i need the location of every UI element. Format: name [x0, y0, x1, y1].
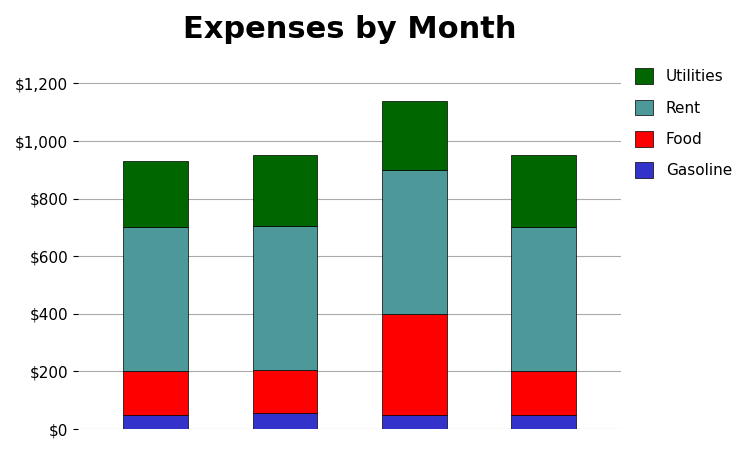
Bar: [382, 101, 447, 170]
Bar: [382, 414, 447, 429]
Bar: [511, 155, 576, 227]
Bar: [123, 414, 187, 429]
Bar: [123, 371, 187, 414]
Legend: Utilities, Rent, Food, Gasoline: Utilities, Rent, Food, Gasoline: [629, 63, 738, 184]
Bar: [382, 314, 447, 414]
Bar: [252, 155, 317, 226]
Bar: [511, 414, 576, 429]
Bar: [382, 170, 447, 314]
Bar: [252, 413, 317, 429]
Bar: [123, 161, 187, 227]
Title: Expenses by Month: Expenses by Month: [183, 15, 517, 44]
Bar: [511, 371, 576, 414]
Bar: [511, 227, 576, 371]
Bar: [252, 370, 317, 413]
Bar: [252, 226, 317, 370]
Bar: [123, 227, 187, 371]
